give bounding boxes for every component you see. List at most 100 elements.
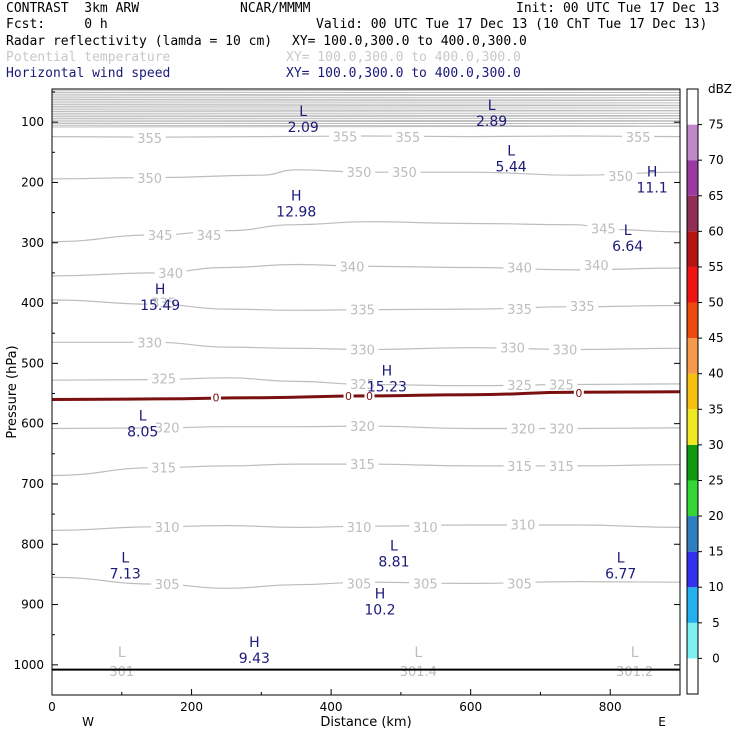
theta-label-355: 355 bbox=[333, 131, 358, 146]
y-tick-label: 600 bbox=[21, 417, 44, 431]
theta-label-bg bbox=[496, 339, 529, 355]
theta-label-330: 330 bbox=[500, 342, 525, 357]
x-tick-label: 0 bbox=[48, 700, 56, 714]
wind-extremum-value: 2.89 bbox=[476, 114, 507, 130]
theta-label-bg bbox=[193, 226, 225, 242]
theta-label-335: 335 bbox=[570, 300, 595, 315]
theta-label-bg bbox=[503, 259, 536, 275]
colorbar-label: 45 bbox=[708, 331, 723, 345]
theta-label-bg bbox=[343, 575, 376, 591]
wind-high-marker: H bbox=[291, 189, 302, 205]
wind-high-marker: H bbox=[382, 363, 393, 379]
theta-label-335: 335 bbox=[151, 296, 176, 311]
wind-low-marker: L bbox=[624, 223, 632, 239]
wind-extremum-value: 15.49 bbox=[140, 298, 180, 314]
wind-extremum-value: 2.09 bbox=[288, 120, 319, 136]
theta-label-320: 320 bbox=[155, 421, 180, 436]
wind-extremum-value: 11.1 bbox=[637, 180, 668, 196]
colorbar-label: 35 bbox=[708, 402, 723, 416]
wind-extremum-value: 6.77 bbox=[605, 566, 636, 582]
theta-strat-line bbox=[51, 93, 681, 96]
theta-label-310: 310 bbox=[347, 521, 372, 536]
x-tick-label: 400 bbox=[320, 700, 343, 714]
theta-label-315: 315 bbox=[350, 458, 375, 473]
colorbar-swatch bbox=[687, 231, 698, 267]
freezing-level-label: 0 bbox=[575, 387, 582, 400]
wind-low-marker: L bbox=[299, 104, 307, 120]
theta-label-305: 305 bbox=[413, 577, 438, 592]
colorbar-label: 5 bbox=[712, 616, 720, 630]
theta-label-bg bbox=[604, 167, 637, 183]
theta-label-bg bbox=[151, 419, 184, 435]
theta-label-305: 305 bbox=[507, 577, 532, 592]
y-tick-label: 700 bbox=[21, 477, 44, 491]
y-axis-label: Pressure (hPa) bbox=[5, 345, 20, 438]
freezing-level-label: 0 bbox=[345, 390, 352, 403]
y-tick-label: 900 bbox=[21, 598, 44, 612]
x-tick-label: 800 bbox=[599, 700, 622, 714]
wind-high-marker: H bbox=[647, 164, 658, 180]
theta-label-325: 325 bbox=[549, 378, 574, 393]
org-label: NCAR/MMMM bbox=[240, 1, 311, 16]
colorbar-label: 65 bbox=[708, 189, 723, 203]
wind-extremum-value: 7.13 bbox=[110, 566, 141, 582]
theta-strat-line bbox=[51, 89, 681, 92]
wind-high-marker: H bbox=[155, 282, 166, 298]
x-tick-label: 600 bbox=[459, 700, 482, 714]
theta-label-330: 330 bbox=[350, 343, 375, 358]
theta-label-bg bbox=[409, 518, 442, 534]
wind-low-marker: L bbox=[617, 550, 625, 566]
theta-label-bg bbox=[346, 301, 379, 317]
colorbar-label: 50 bbox=[708, 296, 723, 310]
theta-label-320: 320 bbox=[350, 420, 375, 435]
y-tick-label: 800 bbox=[21, 537, 44, 551]
theta-strat-line bbox=[51, 94, 681, 97]
colorbar-label: 10 bbox=[708, 580, 723, 594]
theta-label-310: 310 bbox=[155, 521, 180, 536]
colorbar-label: 60 bbox=[708, 224, 723, 238]
surface-theta-low-marker: L bbox=[118, 645, 126, 661]
colorbar-swatch bbox=[687, 516, 698, 552]
theta-label-bg bbox=[147, 459, 180, 475]
theta-strat-line bbox=[51, 104, 681, 106]
theta-label-bg bbox=[147, 370, 180, 386]
theta-strat-line bbox=[51, 110, 681, 112]
colorbar-swatch bbox=[687, 409, 698, 445]
field-wind-xy: XY= 100.0,300.0 to 400.0,300.0 bbox=[286, 66, 521, 81]
theta-label-bg bbox=[151, 576, 184, 592]
wind-extremum-value: 15.23 bbox=[367, 379, 407, 395]
theta-label-315: 315 bbox=[151, 462, 176, 477]
theta-label-bg bbox=[151, 518, 184, 534]
theta-label-320: 320 bbox=[549, 422, 574, 437]
colorbar-frame bbox=[686, 88, 699, 695]
theta-strat-line bbox=[51, 115, 681, 118]
colorbar-swatch bbox=[687, 124, 698, 161]
colorbar-swatch bbox=[687, 480, 698, 517]
theta-label-bg bbox=[343, 518, 376, 534]
theta-label-335: 335 bbox=[350, 304, 375, 319]
freezing-label-bg bbox=[343, 389, 354, 402]
theta-label-330: 330 bbox=[552, 343, 577, 358]
theta-label-bg bbox=[388, 164, 421, 180]
colorbar-label: 0 bbox=[712, 651, 720, 665]
theta-label-355: 355 bbox=[137, 132, 162, 147]
wind-extremum-value: 8.05 bbox=[127, 425, 158, 441]
theta-label-320: 320 bbox=[511, 422, 536, 437]
theta-label-340: 340 bbox=[340, 260, 365, 275]
theta-label-315: 315 bbox=[507, 460, 532, 475]
freezing-level-label: 0 bbox=[212, 392, 219, 405]
theta-label-bg bbox=[346, 418, 379, 434]
theta-label-bg bbox=[409, 575, 442, 591]
colorbar-swatch bbox=[687, 658, 698, 694]
theta-label-bg bbox=[587, 220, 620, 236]
colorbar-label: 75 bbox=[708, 118, 723, 132]
y-tick-label: 200 bbox=[21, 175, 44, 189]
colorbar-swatch bbox=[687, 302, 698, 339]
field-theta-xy: XY= 100.0,300.0 to 400.0,300.0 bbox=[286, 50, 521, 65]
theta-label-bg bbox=[346, 375, 379, 391]
theta-label-335: 335 bbox=[507, 303, 532, 318]
y-tick-label: 100 bbox=[21, 115, 44, 129]
theta-label-bg bbox=[144, 226, 177, 242]
theta-label-325: 325 bbox=[350, 378, 375, 393]
wind-extremum-value: 5.44 bbox=[496, 159, 527, 175]
